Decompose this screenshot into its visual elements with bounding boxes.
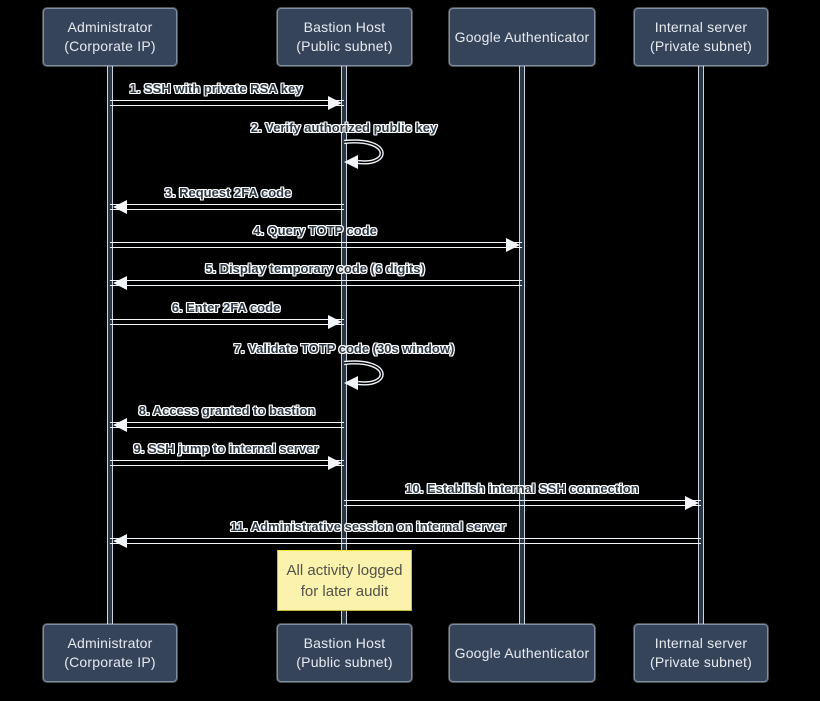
message-6-line bbox=[110, 319, 344, 325]
lifeline-google-authenticator bbox=[519, 64, 525, 625]
message-1-line bbox=[110, 100, 344, 106]
participant-administrator-bottom: Administrator (Corporate IP) bbox=[43, 624, 177, 682]
participant-label-line2: (Public subnet) bbox=[296, 38, 393, 54]
message-3-line bbox=[110, 204, 344, 210]
message-9-line bbox=[110, 460, 344, 466]
message-9-label: 9. SSH jump to internal server bbox=[133, 441, 319, 456]
message-11-label: 11. Administrative session on internal s… bbox=[230, 519, 506, 534]
participant-internal-server-top: Internal server (Private subnet) bbox=[634, 8, 768, 66]
note-audit-log: All activity logged for later audit bbox=[277, 550, 412, 611]
participant-internal-server-bottom: Internal server (Private subnet) bbox=[634, 624, 768, 682]
message-5-label: 5. Display temporary code (6 digits) bbox=[205, 261, 425, 276]
lifeline-bastion-host bbox=[341, 64, 347, 625]
message-6-arrowhead bbox=[328, 314, 342, 329]
message-5-line bbox=[110, 280, 522, 286]
message-3-label: 3. Request 2FA code bbox=[164, 185, 292, 200]
message-10-line bbox=[344, 500, 701, 506]
message-6-label: 6. Enter 2FA code bbox=[171, 300, 281, 315]
message-3-arrowhead bbox=[113, 199, 127, 214]
participant-bastion-host-top: Bastion Host (Public subnet) bbox=[277, 8, 412, 66]
message-11-line bbox=[110, 538, 701, 544]
participant-label-line1: Internal server bbox=[654, 19, 748, 35]
participant-administrator-top: Administrator (Corporate IP) bbox=[43, 8, 177, 66]
message-9-arrowhead bbox=[328, 455, 342, 470]
participant-google-authenticator-bottom: Google Authenticator bbox=[449, 624, 595, 682]
message-10-label: 10. Establish internal SSH connection bbox=[405, 481, 639, 496]
participant-label-line1: Bastion Host bbox=[303, 19, 386, 35]
participant-label-line2: (Private subnet) bbox=[649, 38, 753, 54]
message-5-arrowhead bbox=[113, 275, 127, 290]
message-1-label: 1. SSH with private RSA key bbox=[129, 81, 303, 96]
participant-bastion-host-bottom: Bastion Host (Public subnet) bbox=[277, 624, 412, 682]
participant-label-line1: Google Authenticator bbox=[454, 644, 590, 661]
participant-label-line2: (Private subnet) bbox=[649, 654, 753, 670]
message-7-self-loop bbox=[343, 360, 384, 390]
lifeline-administrator bbox=[107, 64, 113, 625]
message-8-arrowhead bbox=[113, 417, 127, 432]
message-2-self-loop bbox=[343, 139, 384, 169]
participant-label-line1: Google Authenticator bbox=[454, 28, 590, 45]
message-4-arrowhead bbox=[506, 237, 520, 252]
message-8-line bbox=[110, 422, 344, 428]
participant-label-line2: (Corporate IP) bbox=[64, 654, 156, 670]
participant-label-line1: Bastion Host bbox=[303, 635, 386, 651]
note-line2: for later audit bbox=[300, 582, 389, 600]
message-4-line bbox=[110, 242, 522, 248]
message-4-label: 4. Query TOTP code bbox=[253, 223, 377, 238]
note-line1: All activity logged bbox=[286, 561, 403, 579]
participant-label-line1: Administrator bbox=[67, 19, 153, 35]
message-2-label: 2. Verify authorized public key bbox=[250, 120, 438, 135]
message-10-arrowhead bbox=[685, 495, 699, 510]
participant-label-line1: Internal server bbox=[654, 635, 748, 651]
participant-google-authenticator-top: Google Authenticator bbox=[449, 8, 595, 66]
participant-label-line2: (Public subnet) bbox=[296, 654, 393, 670]
lifeline-internal-server bbox=[698, 64, 704, 625]
participant-label-line2: (Corporate IP) bbox=[64, 38, 156, 54]
message-11-arrowhead bbox=[113, 533, 127, 548]
message-7-label: 7. Validate TOTP code (30s window) bbox=[233, 341, 455, 356]
participant-label-line1: Administrator bbox=[67, 635, 153, 651]
message-1-arrowhead bbox=[328, 95, 342, 110]
message-8-label: 8. Access granted to bastion bbox=[138, 403, 316, 418]
